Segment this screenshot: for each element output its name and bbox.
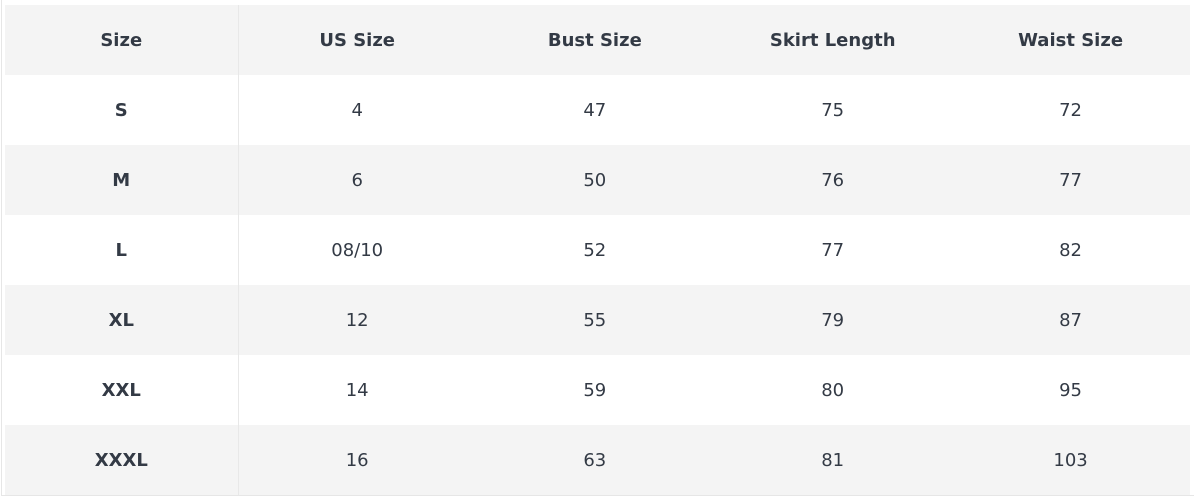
table-row: XXL 14 59 80 95 <box>5 355 1190 425</box>
header-size: Size <box>5 5 239 75</box>
cell-waist-size: 77 <box>1059 169 1083 191</box>
size-chart-table: Size US Size Bust Size Skirt Length Wais… <box>5 5 1190 495</box>
cell-size: XL <box>5 285 239 355</box>
cell-waist-size: 95 <box>1059 379 1083 401</box>
cell-waist-size: 72 <box>1059 99 1083 121</box>
cell-size: XXL <box>5 355 239 425</box>
cell-bust-size: 50 <box>583 169 607 191</box>
cell-skirt-length: 77 <box>821 239 845 261</box>
table-row: M 6 50 76 77 <box>5 145 1190 215</box>
cell-bust-size: 47 <box>583 99 607 121</box>
cell-size: L <box>5 215 239 285</box>
cell-waist-size: 103 <box>1053 449 1088 471</box>
cell-us-size: 14 <box>345 379 369 401</box>
table-row: XL 12 55 79 87 <box>5 285 1190 355</box>
cell-skirt-length: 81 <box>821 449 845 471</box>
cell-us-size: 16 <box>345 449 369 471</box>
header-skirt-length: Skirt Length <box>769 29 896 51</box>
header-us-size: US Size <box>319 29 396 51</box>
table-row: L 08/10 52 77 82 <box>5 215 1190 285</box>
header-waist-size: Waist Size <box>1018 29 1124 51</box>
cell-waist-size: 82 <box>1059 239 1083 261</box>
cell-skirt-length: 75 <box>821 99 845 121</box>
cell-bust-size: 52 <box>583 239 607 261</box>
cell-size: M <box>5 145 239 215</box>
cell-skirt-length: 76 <box>821 169 845 191</box>
cell-bust-size: 59 <box>583 379 607 401</box>
header-bust-size: Bust Size <box>547 29 642 51</box>
cell-size: S <box>5 75 239 145</box>
cell-skirt-length: 79 <box>821 309 845 331</box>
cell-us-size: 6 <box>351 169 363 191</box>
table-row: S 4 47 75 72 <box>5 75 1190 145</box>
cell-bust-size: 55 <box>583 309 607 331</box>
table-row: XXXL 16 63 81 103 <box>5 425 1190 495</box>
header-row: Size US Size Bust Size Skirt Length Wais… <box>5 5 1190 75</box>
cell-size: XXXL <box>5 425 239 495</box>
cell-waist-size: 87 <box>1059 309 1083 331</box>
cell-bust-size: 63 <box>583 449 607 471</box>
cell-us-size: 08/10 <box>331 239 384 261</box>
cell-skirt-length: 80 <box>821 379 845 401</box>
cell-us-size: 12 <box>345 309 369 331</box>
cell-us-size: 4 <box>351 99 363 121</box>
